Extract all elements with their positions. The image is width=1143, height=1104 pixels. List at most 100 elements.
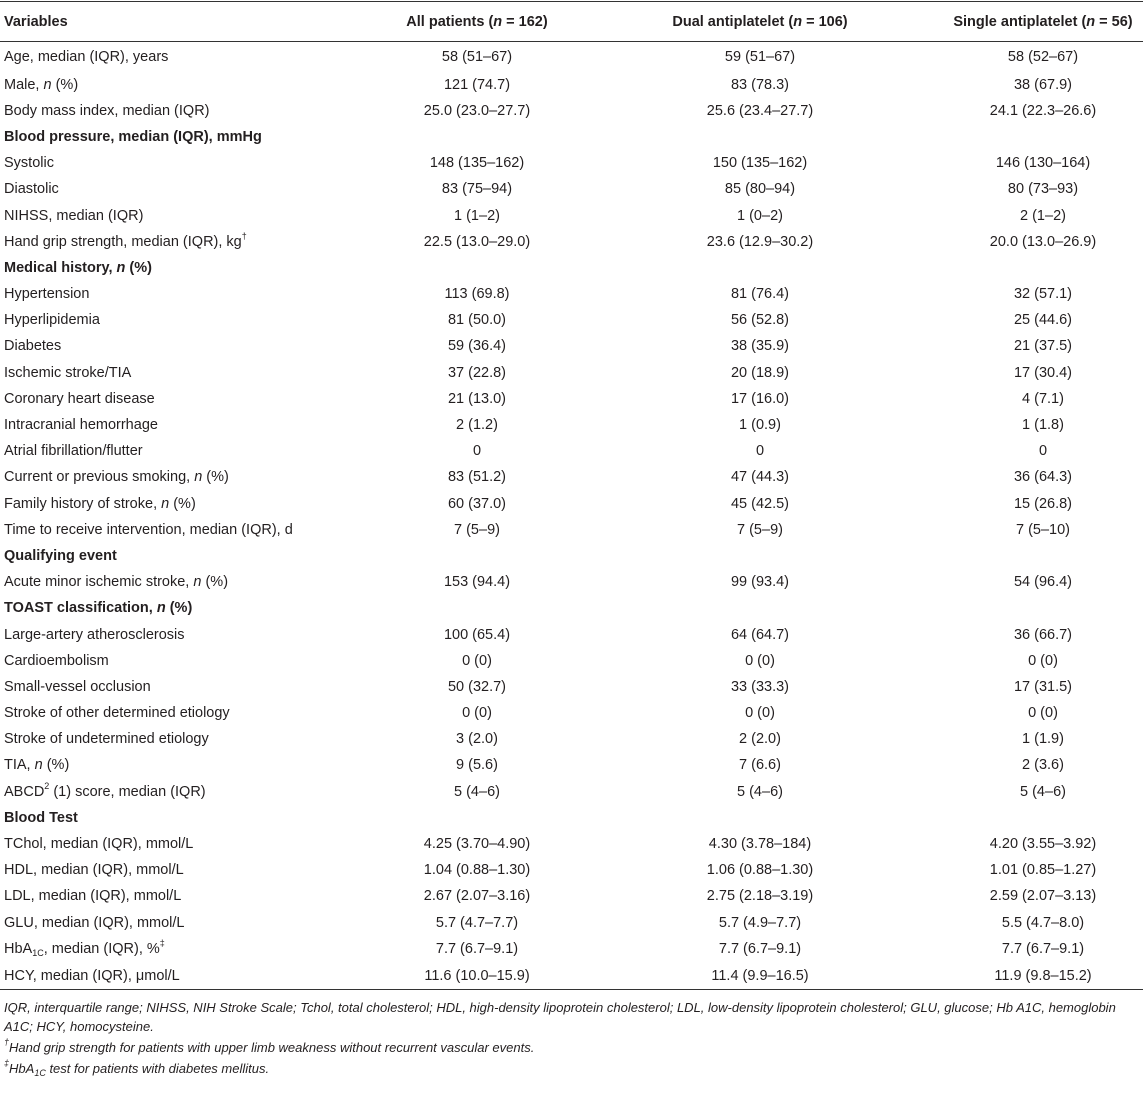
text: (%) (125, 259, 152, 276)
text: Dual antiplatelet ( (672, 13, 794, 30)
italic-text: n (161, 495, 170, 512)
section-row: Blood pressure, median (IQR), mmHg (0, 124, 1143, 150)
data-row: ABCD2 (1) score, median (IQR) 5 (4–6) 5 (4… (0, 779, 1143, 805)
table-header: Variables All patients (n = 162) Dual anti… (0, 1, 1143, 42)
cell-value: 15 (26.8) (1013, 495, 1073, 512)
italic-text: n (493, 13, 503, 30)
cell-value: 0 (0) (745, 652, 775, 669)
data-row: Cardioembolism 0 (0) 0 (0) 0 (0) (0, 648, 1143, 674)
cell-value: 1.04 (0.88–1.30) (423, 862, 531, 879)
cell-value: 11.4 (9.9–16.5) (711, 967, 809, 984)
superscript: † (4, 1037, 10, 1048)
text: GLU, median (IQR), mmol/L (4, 914, 185, 931)
row-label: Coronary heart disease (0, 386, 377, 412)
cell-value: 45 (42.5) (730, 495, 790, 512)
row-label: Stroke of other determined etiology (0, 700, 377, 726)
italic-text: n (1086, 13, 1096, 30)
cell-value: 32 (57.1) (1013, 286, 1073, 303)
data-row: Large-artery atherosclerosis 100 (65.4) 64… (0, 621, 1143, 647)
cell-value: 148 (135–162) (429, 155, 525, 172)
text: HCY, median (IQR), μmol/L (4, 967, 180, 984)
data-table: Variables All patients (n = 162) Dual anti… (0, 1, 1143, 990)
cell-value: 0 (0) (462, 652, 492, 669)
cell-value: 2 (2.0) (739, 731, 781, 748)
cell-value: 0 (0) (1028, 652, 1058, 669)
cell-value: 7 (5–10) (1015, 521, 1070, 538)
cell-value: 1 (0–2) (737, 207, 783, 224)
text: TOAST classification, (4, 600, 157, 617)
italic-text: n (793, 13, 803, 30)
row-label: HbA1C, median (IQR), %‡ (0, 936, 377, 962)
row-label: HCY, median (IQR), μmol/L (0, 962, 377, 990)
cell-value: 20.0 (13.0–26.9) (989, 233, 1097, 250)
cell-value: 83 (51.2) (447, 469, 507, 486)
section-label: Blood pressure, median (IQR), mmHg (0, 124, 1143, 150)
cell-value: 59 (51–67) (724, 48, 796, 65)
cell-value: 1 (1.9) (1022, 731, 1064, 748)
cell-value: 25 (44.6) (1013, 312, 1073, 329)
cell-value: 17 (16.0) (730, 390, 790, 407)
cell-value: 4.30 (3.78–184) (708, 836, 812, 853)
cell-value: 21 (13.0) (447, 390, 507, 407)
cell-value: 36 (64.3) (1013, 469, 1073, 486)
text: All patients ( (406, 13, 494, 30)
data-row: HDL, median (IQR), mmol/L 1.04 (0.88–1.30… (0, 857, 1143, 883)
text: TIA, (4, 757, 35, 774)
text: Time to receive intervention, median (IQ… (4, 521, 293, 538)
table-body: Age, median (IQR), years 58 (51–67) 59 (51… (0, 42, 1143, 990)
cell-value: 113 (69.8) (444, 286, 510, 303)
data-row: Hyperlipidemia 81 (50.0) 56 (52.8) 25 (44.6… (0, 307, 1143, 333)
data-row: Age, median (IQR), years 58 (51–67) 59 (51… (0, 42, 1143, 72)
text: Single antiplatelet ( (953, 13, 1087, 30)
text: Diastolic (4, 181, 59, 198)
data-row: Hand grip strength, median (IQR), kg† 22.… (0, 229, 1143, 255)
italic-text: n (193, 574, 202, 591)
row-label: Hypertension (0, 281, 377, 307)
cell-value: 2.59 (2.07–3.13) (989, 888, 1097, 905)
cell-value: 4 (7.1) (1022, 390, 1064, 407)
cell-value: 59 (36.4) (447, 338, 507, 355)
row-label: Family history of stroke, n (%) (0, 491, 377, 517)
data-row: Current or previous smoking, n (%) 83 (51… (0, 464, 1143, 490)
cell-value: 153 (94.4) (443, 574, 511, 591)
row-label: Hand grip strength, median (IQR), kg† (0, 229, 377, 255)
cell-value: 1 (1–2) (454, 207, 500, 224)
cell-value: 36 (66.7) (1013, 626, 1073, 643)
row-label: Male, n (%) (0, 72, 377, 98)
cell-value: 5.7 (4.9–7.7) (718, 914, 802, 931)
cell-value: 121 (74.7) (443, 76, 511, 93)
data-row: HbA1C, median (IQR), %‡ 7.7 (6.7–9.1) 7.7 … (0, 936, 1143, 962)
cell-value: 33 (33.3) (730, 678, 790, 695)
italic-text: n (116, 259, 126, 276)
row-label: GLU, median (IQR), mmol/L (0, 910, 377, 936)
cell-value: 5 (4–6) (737, 783, 783, 800)
section-label: TOAST classification, n (%) (0, 595, 1143, 621)
text: Qualifying event (4, 547, 117, 564)
row-label: Acute minor ischemic stroke, n (%) (0, 569, 377, 595)
column-header: Dual antiplatelet (n = 106) (577, 2, 943, 42)
cell-value: 7.7 (6.7–9.1) (1001, 940, 1085, 957)
text: NIHSS, median (IQR) (4, 207, 144, 224)
row-label: LDL, median (IQR), mmol/L (0, 883, 377, 909)
cell-value: 60 (37.0) (447, 495, 507, 512)
text: = 106) (802, 13, 848, 30)
data-row: Ischemic stroke/TIA 37 (22.8) 20 (18.9) 17 … (0, 360, 1143, 386)
superscript: 2 (44, 780, 50, 791)
cell-value: 56 (52.8) (730, 312, 790, 329)
row-label: Intracranial hemorrhage (0, 412, 377, 438)
data-row: Stroke of other determined etiology 0 (0)… (0, 700, 1143, 726)
text: Current or previous smoking, (4, 469, 195, 486)
cell-value: 23.6 (12.9–30.2) (706, 233, 814, 250)
cell-value: 81 (50.0) (447, 312, 507, 329)
italic-text: n (34, 757, 43, 774)
cell-value: 0 (1038, 443, 1048, 460)
row-label: Time to receive intervention, median (IQ… (0, 517, 377, 543)
row-label: TChol, median (IQR), mmol/L (0, 831, 377, 857)
cell-value: 0 (0) (745, 705, 775, 722)
row-label: Diastolic (0, 176, 377, 202)
cell-value: 0 (472, 443, 482, 460)
text: test for patients with diabetes mellitus… (45, 1061, 270, 1077)
data-row: Time to receive intervention, median (IQ… (0, 517, 1143, 543)
cell-value: 38 (67.9) (1013, 76, 1073, 93)
row-label: Stroke of undetermined etiology (0, 726, 377, 752)
